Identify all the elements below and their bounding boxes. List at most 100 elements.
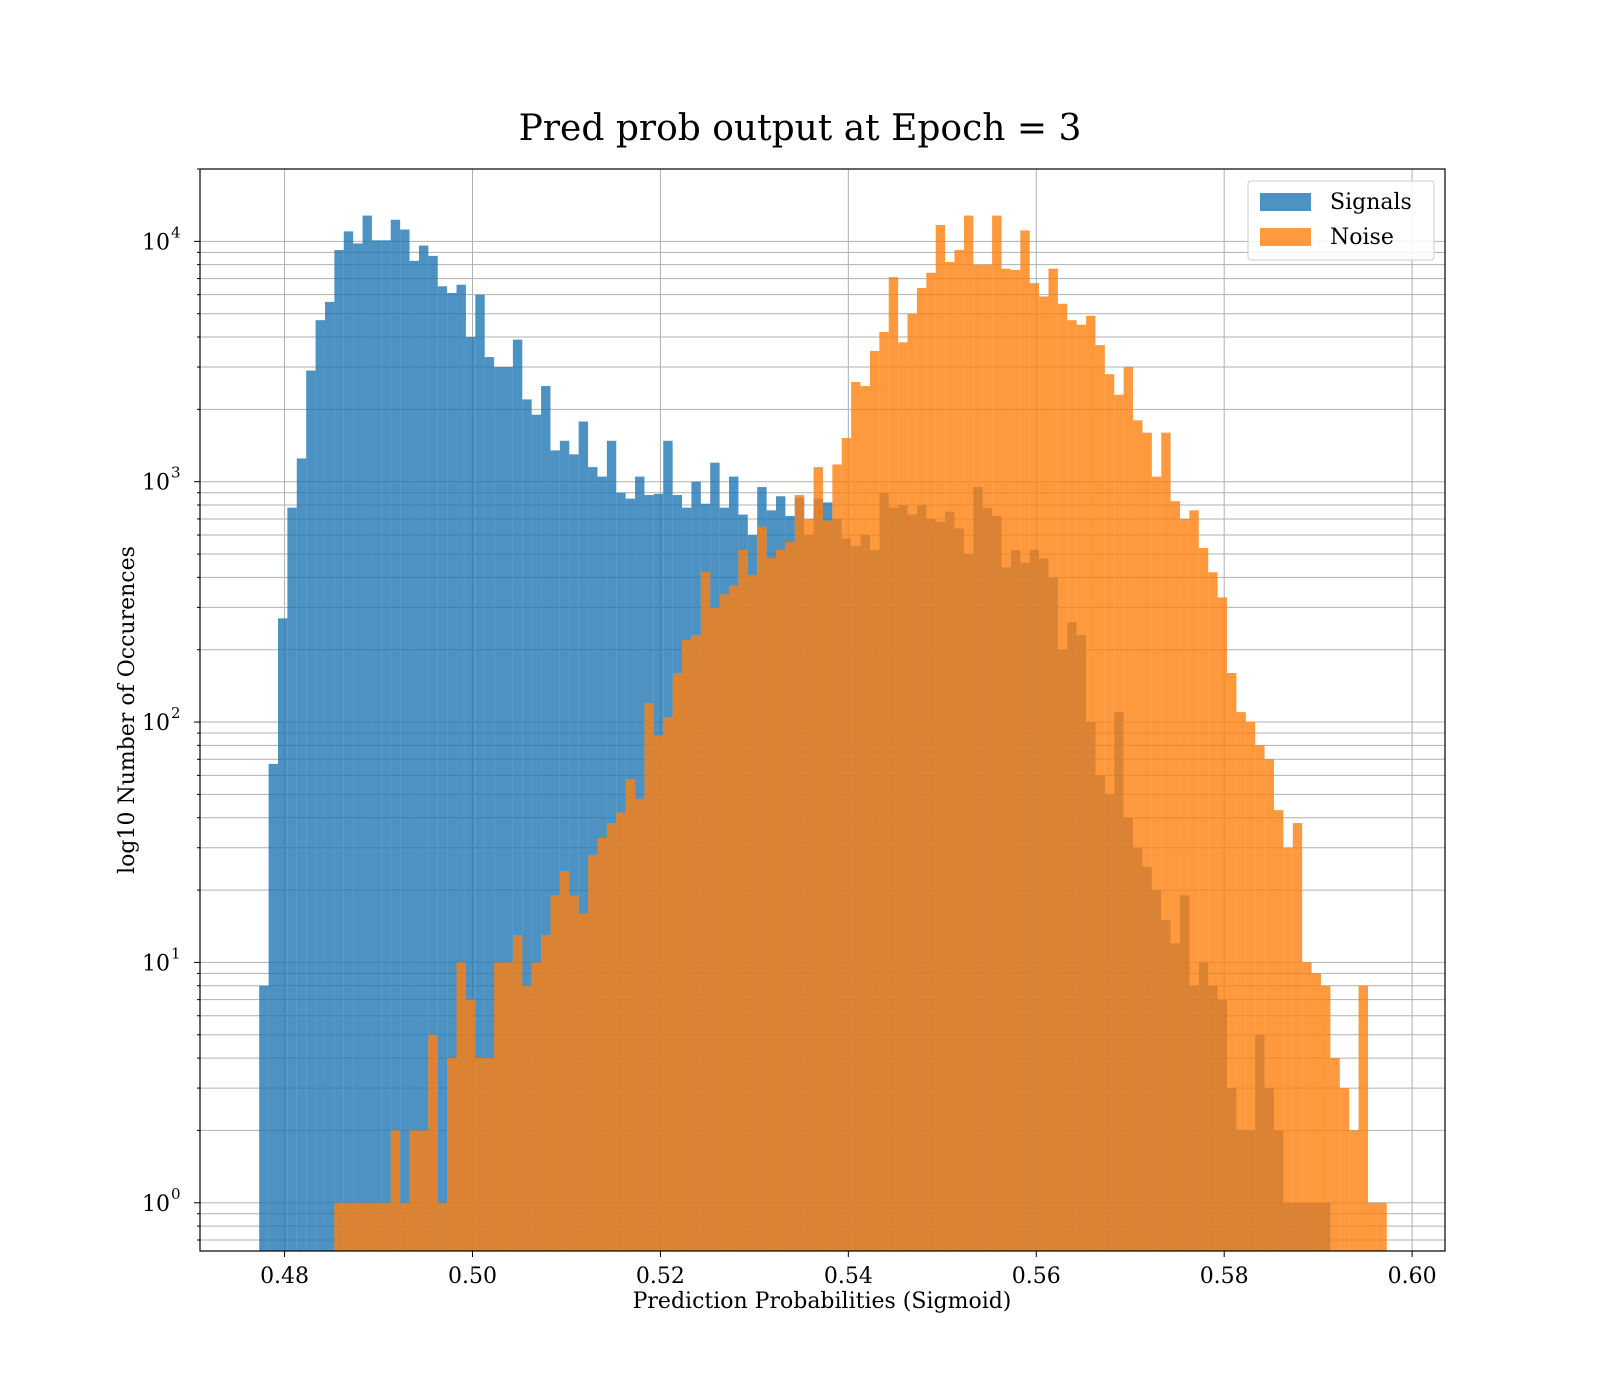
noise-bar bbox=[1180, 518, 1190, 1251]
noise-bar bbox=[512, 935, 523, 1251]
noise-bar bbox=[907, 313, 917, 1251]
signals-bar bbox=[484, 357, 495, 1251]
noise-bar bbox=[747, 574, 758, 1251]
x-tick-label: 0.50 bbox=[448, 1264, 497, 1289]
noise-bar bbox=[1255, 745, 1265, 1251]
noise-bar bbox=[1001, 268, 1011, 1252]
noise-bar bbox=[1320, 985, 1331, 1251]
noise-bar bbox=[1104, 374, 1115, 1252]
noise-bar bbox=[1245, 722, 1256, 1251]
noise-bar bbox=[343, 1202, 354, 1251]
signals-bar bbox=[522, 399, 532, 1252]
signals-bar bbox=[456, 284, 466, 1252]
x-axis-label: Prediction Probabilities (Sigmoid) bbox=[633, 1289, 1012, 1314]
noise-bar bbox=[1358, 985, 1368, 1251]
noise-bar bbox=[785, 542, 795, 1251]
signals-bar bbox=[428, 255, 438, 1251]
y-tick-exponent: 1 bbox=[171, 944, 181, 962]
noise-bar bbox=[1349, 1130, 1359, 1251]
signals-bar bbox=[315, 320, 325, 1251]
noise-bar bbox=[541, 935, 551, 1251]
noise-bar bbox=[1273, 810, 1284, 1251]
plot-frame bbox=[199, 168, 1446, 1252]
signals-bar bbox=[578, 421, 589, 1251]
noise-bar bbox=[625, 778, 636, 1251]
noise-bar bbox=[700, 572, 711, 1251]
noise-bar bbox=[1048, 268, 1058, 1252]
noise-bar bbox=[1067, 320, 1077, 1251]
noise-bar bbox=[606, 823, 617, 1251]
x-tick-label: 0.54 bbox=[824, 1264, 873, 1289]
noise-bar bbox=[1086, 315, 1096, 1251]
noise-bar bbox=[738, 549, 748, 1251]
noise-bar bbox=[1339, 1088, 1350, 1251]
noise-bar bbox=[409, 1130, 419, 1251]
noise-bar bbox=[550, 895, 560, 1251]
noise-bar bbox=[1123, 367, 1134, 1252]
noise-bar bbox=[794, 495, 805, 1251]
noise-bar bbox=[597, 837, 607, 1251]
noise-bar bbox=[682, 639, 692, 1251]
noise-bar bbox=[1302, 962, 1312, 1251]
noise-bar bbox=[1198, 547, 1209, 1251]
noise-bar bbox=[381, 1202, 391, 1251]
noise-bar bbox=[494, 962, 504, 1251]
x-tick-label: 0.60 bbox=[1388, 1264, 1437, 1289]
signals-bar bbox=[531, 414, 542, 1251]
noise-bar bbox=[869, 350, 880, 1252]
noise-bar bbox=[1029, 283, 1040, 1251]
noise-bar bbox=[879, 331, 889, 1251]
noise-bar bbox=[813, 467, 823, 1252]
signals-bar bbox=[390, 219, 401, 1251]
signals-bar bbox=[287, 507, 297, 1251]
noise-bar bbox=[465, 999, 476, 1251]
noise-bar bbox=[371, 1202, 382, 1251]
noise-bar bbox=[1151, 476, 1162, 1251]
legend: Signals Noise bbox=[1247, 180, 1435, 261]
noise-bar bbox=[663, 716, 673, 1251]
noise-bar bbox=[898, 342, 908, 1251]
noise-bar bbox=[1377, 1202, 1387, 1251]
noise-bar bbox=[1264, 759, 1274, 1251]
legend-swatch-noise bbox=[1260, 228, 1311, 246]
noise-bars bbox=[334, 215, 1387, 1252]
x-tick-label: 0.58 bbox=[1200, 1264, 1249, 1289]
noise-bar bbox=[729, 585, 739, 1251]
noise-bar bbox=[804, 518, 814, 1251]
signals-bar bbox=[465, 337, 476, 1252]
signals-bar bbox=[475, 294, 485, 1251]
noise-bar bbox=[963, 215, 974, 1252]
signals-bar bbox=[447, 292, 457, 1252]
noise-bar bbox=[1227, 673, 1237, 1251]
noise-bar bbox=[475, 1058, 485, 1251]
signals-bar bbox=[259, 985, 269, 1251]
noise-bar bbox=[1292, 823, 1303, 1251]
noise-bar bbox=[616, 812, 626, 1251]
noise-bar bbox=[334, 1202, 344, 1251]
y-tick-exponent: 4 bbox=[171, 223, 181, 241]
noise-bar bbox=[437, 1202, 448, 1251]
noise-bar bbox=[418, 1130, 429, 1251]
noise-bar bbox=[757, 526, 767, 1251]
signals-bar bbox=[437, 286, 448, 1251]
signals-bar bbox=[550, 450, 560, 1251]
noise-bar bbox=[832, 464, 842, 1251]
noise-bar bbox=[644, 703, 654, 1251]
noise-bar bbox=[719, 594, 730, 1251]
signals-bar bbox=[296, 458, 307, 1252]
noise-bar bbox=[851, 381, 861, 1252]
signals-bar bbox=[541, 386, 551, 1251]
signals-bar bbox=[268, 763, 278, 1251]
noise-bar bbox=[954, 250, 964, 1252]
noise-bar bbox=[1010, 270, 1021, 1251]
y-tick-label: 10 bbox=[142, 711, 170, 736]
noise-bar bbox=[1133, 420, 1143, 1252]
noise-bar bbox=[1114, 394, 1124, 1251]
noise-bar bbox=[672, 673, 683, 1251]
noise-bar bbox=[1189, 510, 1199, 1251]
noise-bar bbox=[1367, 1202, 1378, 1251]
y-tick-label: 10 bbox=[142, 471, 170, 496]
y-tick-exponent: 2 bbox=[171, 704, 181, 722]
